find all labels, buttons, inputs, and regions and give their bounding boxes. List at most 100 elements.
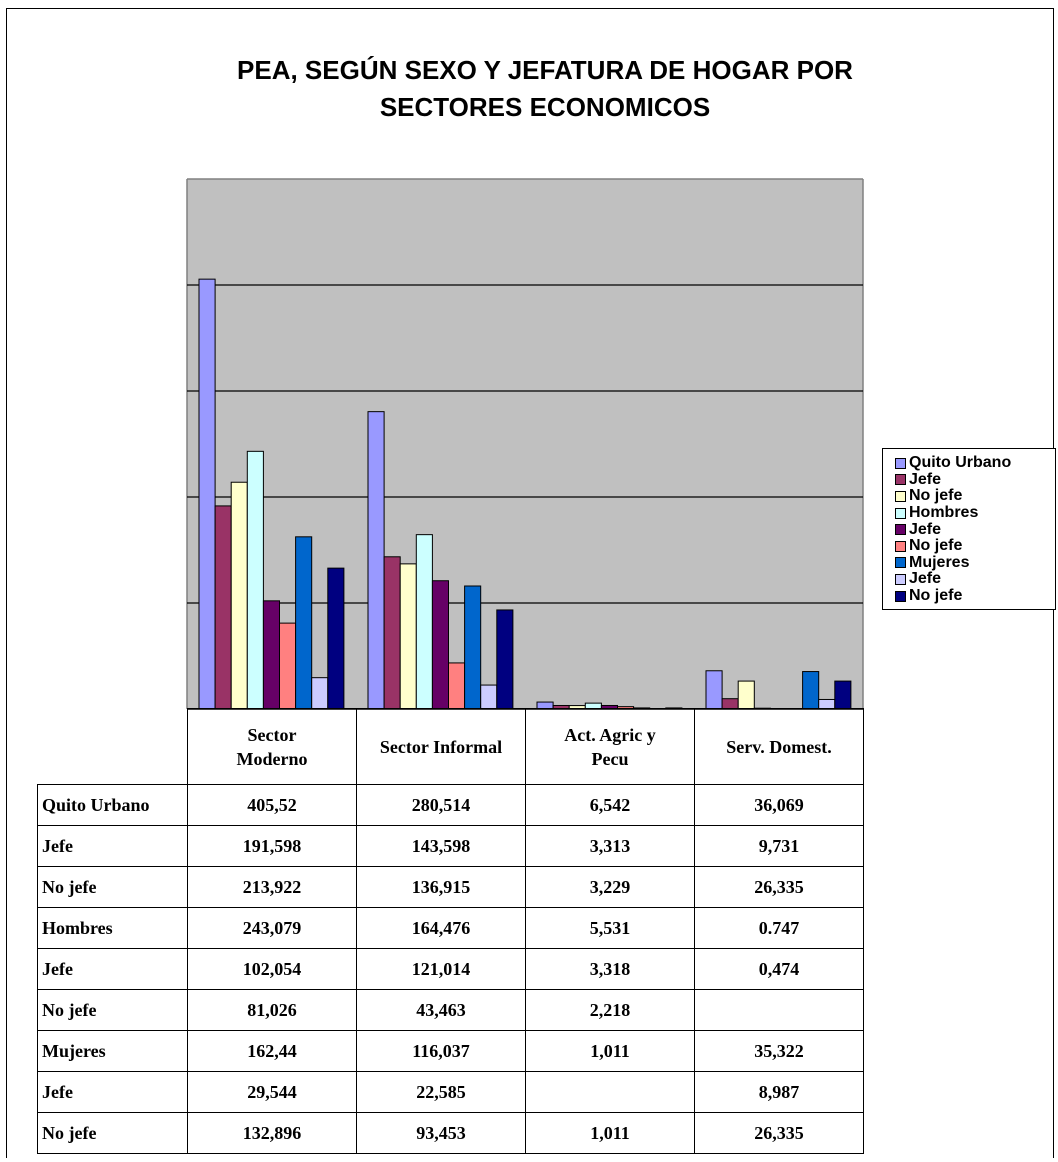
bar-quito-urbano-4	[705, 670, 723, 710]
bar-jefe-1	[262, 600, 280, 710]
data-label: 3,229	[525, 866, 695, 908]
bar-quito-urbano-1	[198, 278, 216, 710]
bar-no-jefe-2	[496, 609, 514, 710]
bar-jefe-1	[311, 677, 329, 710]
legend-label: Quito Urbano	[909, 454, 1012, 472]
data-label: 26,335	[694, 866, 864, 908]
legend-item: Hombres	[895, 504, 1055, 522]
category-tick-label: Act. Agric y Pecu	[525, 708, 695, 785]
category-tick-label: Serv. Domest.	[694, 708, 864, 785]
series-label: Quito Urbano	[37, 784, 188, 826]
legend-swatch	[895, 573, 906, 585]
data-label: 3,318	[525, 948, 695, 990]
bar-mujeres-1	[295, 536, 313, 710]
data-label: 93,453	[356, 1112, 526, 1154]
series-label: Jefe	[37, 1071, 188, 1113]
data-label: 8,987	[694, 1071, 864, 1113]
data-label: 143,598	[356, 825, 526, 867]
table-row: Jefe 102,054 121,014 3,318 0,474	[37, 948, 864, 990]
bar-no-jefe-1	[230, 481, 248, 710]
data-label: 22,585	[356, 1071, 526, 1113]
bar-quito-urbano-2	[367, 411, 385, 710]
bar-jefe-2	[383, 556, 401, 710]
bar-no-jefe-2	[399, 563, 417, 710]
legend-item: Mujeres	[895, 553, 1055, 572]
legend-item: Jefe	[895, 570, 1055, 588]
series-label: Jefe	[37, 825, 188, 867]
bar-hombres-1	[246, 450, 264, 710]
data-label: 43,463	[356, 989, 526, 1031]
bar-mujeres-4	[802, 671, 820, 710]
series-label: No jefe	[37, 866, 188, 908]
series-label: Mujeres	[37, 1030, 188, 1072]
legend-label: Jefe	[909, 520, 942, 538]
table-row: Mujeres 162,44 116,037 1,011 35,322	[37, 1030, 864, 1072]
legend-swatch	[895, 474, 906, 486]
data-label: 26,335	[694, 1112, 864, 1154]
bar-no-jefe-2	[448, 662, 466, 710]
chart-title: PEA, SEGÚN SEXO Y JEFATURA DE HOGAR POR …	[120, 52, 970, 126]
legend-item: Jefe	[895, 521, 1055, 538]
category-tick-label: Sector Informal	[356, 708, 526, 785]
series-label: Hombres	[37, 907, 188, 949]
data-label	[694, 989, 864, 1031]
table-header-row: Sector Moderno Sector Informal Act. Agric y…	[38, 708, 864, 785]
legend-item: Jefe	[895, 470, 1055, 489]
series-label: Jefe	[37, 948, 188, 990]
legend-label: Hombres	[909, 504, 979, 522]
legend-swatch	[895, 457, 906, 469]
legend-swatch	[895, 540, 906, 552]
table-corner	[38, 709, 188, 785]
bar-mujeres-2	[464, 585, 482, 710]
legend-swatch	[895, 590, 906, 602]
data-label: 121,014	[356, 948, 526, 990]
data-label: 191,598	[187, 825, 357, 867]
chart-legend: Quito Urbano Jefe No jefe Hombres Jefe No jef…	[882, 448, 1056, 610]
bar-hombres-2	[415, 534, 433, 710]
data-table: Sector Moderno Sector Informal Act. Agric y…	[37, 708, 864, 1154]
data-label: 0.747	[694, 907, 864, 949]
data-label: 116,037	[356, 1030, 526, 1072]
bar-no-jefe-4	[834, 680, 852, 710]
data-label: 2,218	[525, 989, 695, 1031]
legend-label: No jefe	[909, 587, 963, 605]
table-row: No jefe 213,922 136,915 3,229 26,335	[37, 866, 864, 908]
data-label: 3,313	[525, 825, 695, 867]
legend-swatch	[895, 524, 906, 536]
bar-no-jefe-1	[327, 567, 345, 710]
data-label: 35,322	[694, 1030, 864, 1072]
data-label: 1,011	[525, 1112, 695, 1154]
table-row: Jefe 29,544 22,585 8,987	[37, 1071, 864, 1113]
legend-swatch	[895, 507, 906, 519]
legend-label: Jefe	[909, 470, 942, 488]
data-label	[525, 1071, 695, 1113]
legend-swatch	[895, 490, 906, 502]
bar-no-jefe-4	[737, 680, 755, 710]
data-label: 0,474	[694, 948, 864, 990]
data-label: 162,44	[187, 1030, 357, 1072]
table-row: Jefe 191,598 143,598 3,313 9,731	[37, 825, 864, 867]
series-label: No jefe	[37, 989, 188, 1031]
legend-item: No jefe	[895, 587, 1055, 605]
data-label: 164,476	[356, 907, 526, 949]
table-row: No jefe 81,026 43,463 2,218	[37, 989, 864, 1031]
data-label: 243,079	[187, 907, 357, 949]
category-tick-label: Sector Moderno	[187, 708, 357, 785]
data-label: 36,069	[694, 784, 864, 826]
chart-title-line-2: SECTORES ECONOMICOS	[379, 92, 711, 122]
legend-label: Jefe	[909, 570, 942, 588]
legend-label: No jefe	[909, 487, 963, 505]
legend-item: No jefe	[895, 537, 1055, 555]
data-label: 280,514	[356, 784, 526, 826]
data-label: 136,915	[356, 866, 526, 908]
data-label: 81,026	[187, 989, 357, 1031]
bar-jefe-2	[480, 684, 498, 710]
table-row: Quito Urbano 405,52 280,514 6,542 36,069	[37, 784, 864, 826]
data-label: 9,731	[694, 825, 864, 867]
bar-jefe-1	[214, 505, 232, 710]
legend-label: Mujeres	[909, 553, 970, 571]
series-label: No jefe	[37, 1112, 188, 1154]
legend-swatch	[895, 557, 906, 569]
data-label: 6,542	[525, 784, 695, 826]
bar-jefe-2	[431, 580, 449, 710]
